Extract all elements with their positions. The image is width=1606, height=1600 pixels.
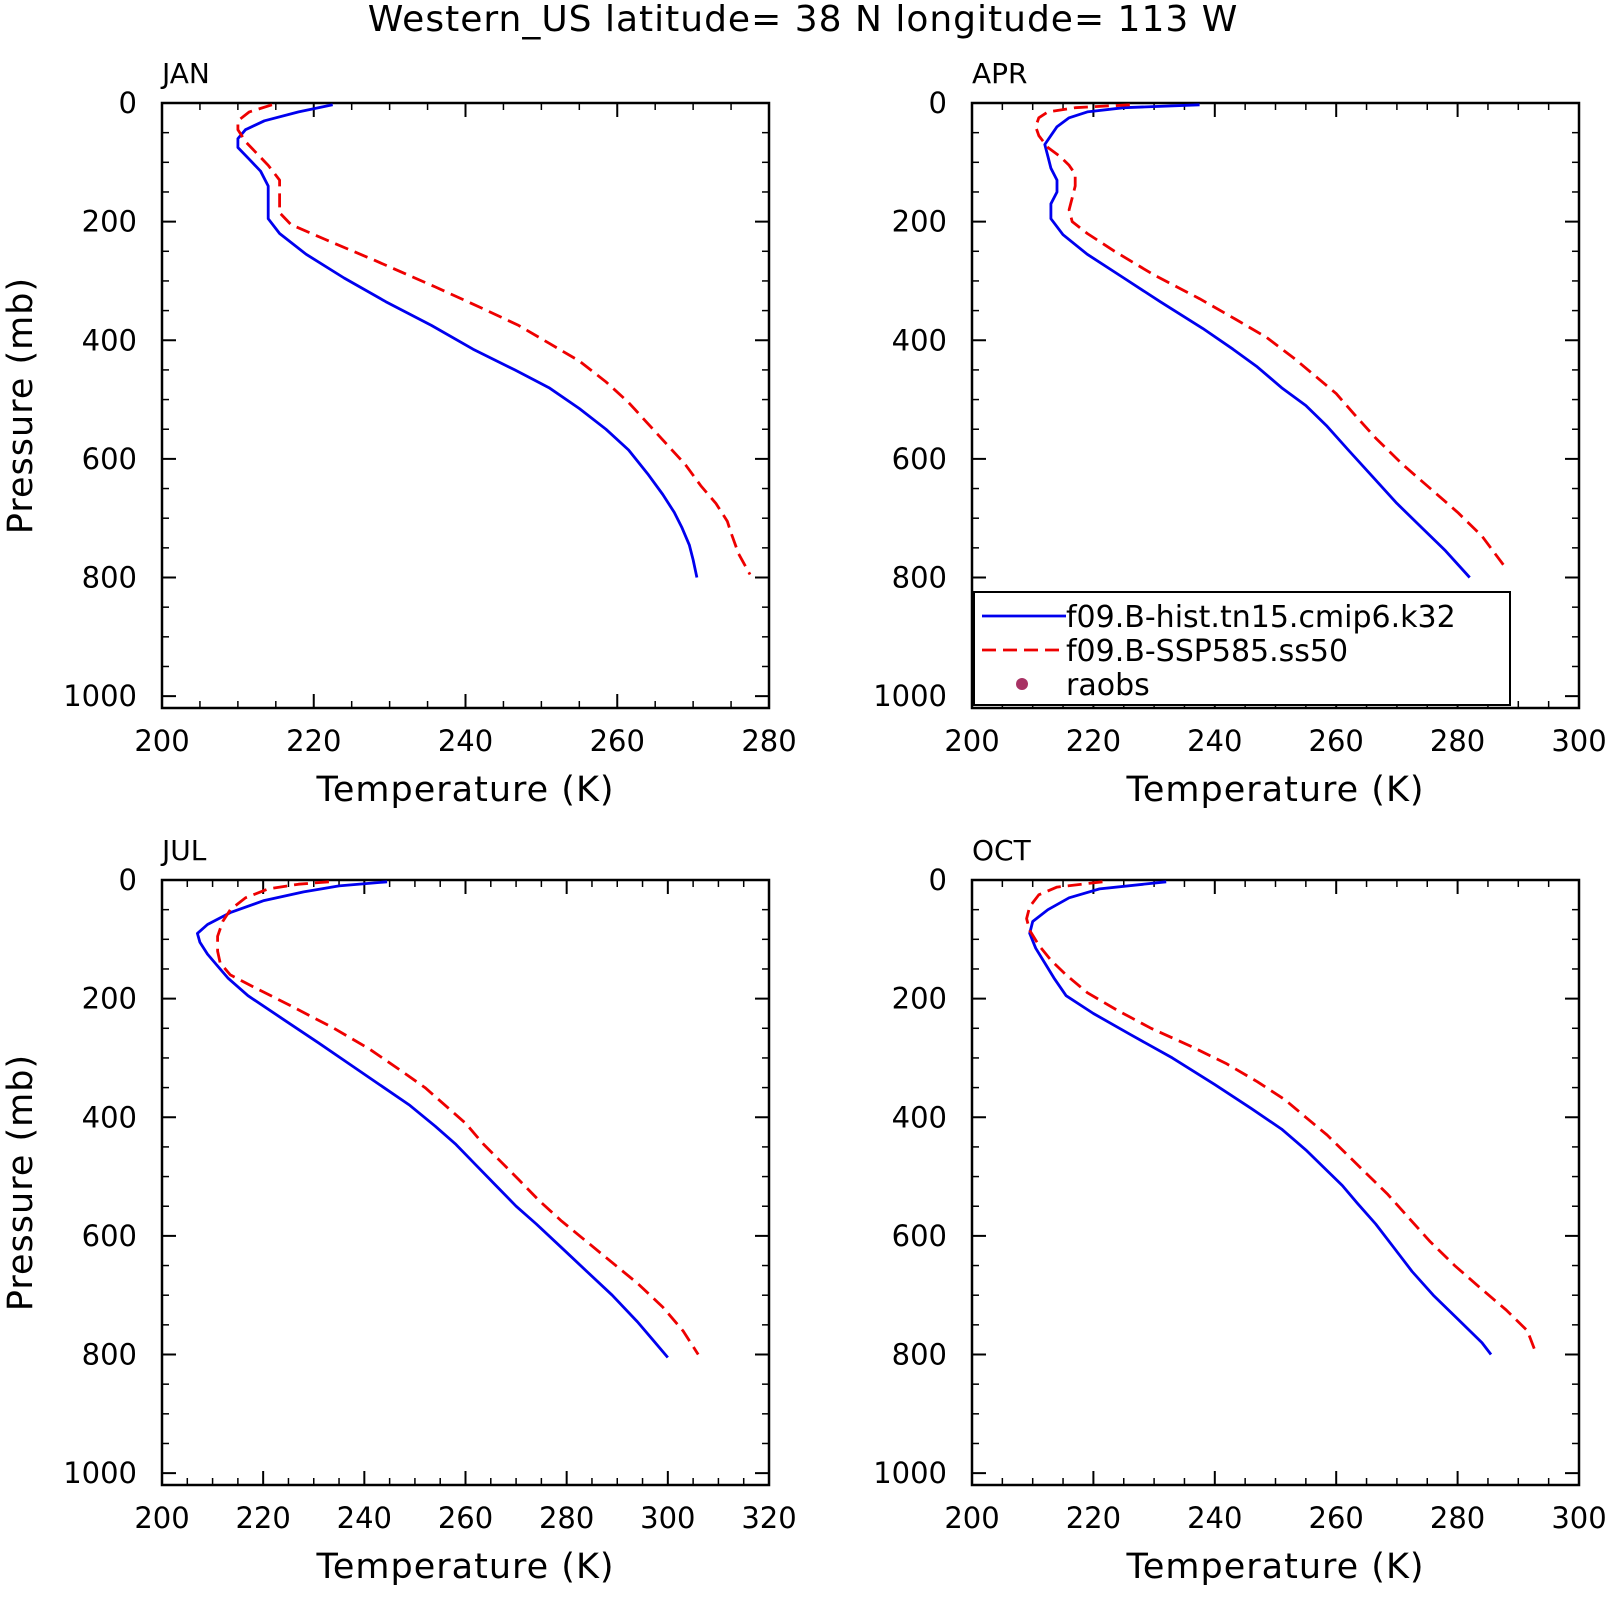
y-axis-label: Pressure (mb) — [1, 277, 41, 534]
x-tick-label: 300 — [1551, 724, 1606, 758]
y-tick-label: 200 — [82, 982, 137, 1016]
y-tick-label: 600 — [82, 442, 137, 476]
x-tick-label: 240 — [1187, 724, 1242, 758]
x-tick-label: 300 — [1551, 1501, 1606, 1535]
y-tick-label: 400 — [892, 1100, 947, 1134]
x-tick-label: 200 — [944, 1501, 999, 1535]
x-tick-label: 280 — [1430, 724, 1485, 758]
series-hist-line — [1028, 880, 1493, 1356]
series-ssp585-line — [1034, 103, 1508, 570]
y-tick-label: 200 — [892, 205, 947, 239]
x-axis-label: Temperature (K) — [315, 1547, 614, 1587]
panel-title: JUL — [160, 834, 207, 867]
legend-label: f09.B-SSP585.ss50 — [1066, 634, 1348, 669]
y-tick-label: 0 — [929, 863, 947, 897]
x-tick-label: 220 — [286, 724, 341, 758]
x-tick-label: 200 — [134, 1501, 189, 1535]
panel-title: APR — [972, 57, 1028, 90]
plot-frame — [160, 878, 771, 1487]
x-axis-label: Temperature (K) — [1125, 1547, 1424, 1587]
x-tick-label: 220 — [1066, 1501, 1121, 1535]
panel-jan: 200 220 240 260 280 0 200 400 600 800 1000 JAN Tempe… — [1, 57, 797, 810]
x-tick-label: 240 — [438, 724, 493, 758]
series-hist-line — [236, 103, 699, 578]
legend: f09.B-hist.tn15.cmip6.k32f09.B-SSP585.ss… — [973, 591, 1511, 706]
y-tick-label: 600 — [82, 1219, 137, 1253]
x-tick-label: 240 — [1187, 1501, 1242, 1535]
figure-title: Western_US latitude= 38 N longitude= 113… — [367, 0, 1239, 40]
x-tick-label: 320 — [741, 1501, 796, 1535]
panel-title: JAN — [160, 57, 210, 90]
x-tick-label: 280 — [741, 724, 796, 758]
y-tick-label: 200 — [892, 982, 947, 1016]
legend-label: raobs — [1066, 668, 1150, 703]
x-tick-label: 260 — [1309, 1501, 1364, 1535]
y-tick-label: 0 — [929, 86, 947, 120]
series-ssp585-line — [236, 103, 752, 576]
y-tick-label: 1000 — [63, 1456, 137, 1490]
x-tick-label: 240 — [337, 1501, 392, 1535]
y-tick-label: 600 — [892, 442, 947, 476]
x-tick-label: 200 — [134, 724, 189, 758]
y-tick-label: 0 — [119, 86, 137, 120]
series-ssp585-line — [216, 880, 700, 1356]
panel-jul: 200 220 240 260 280 300 320 0 200 400 600 800 1000 JU… — [1, 834, 797, 1587]
panel-oct: 200 220 240 260 280 300 0 200 400 600 800 1000 OCT Te… — [873, 834, 1606, 1587]
x-tick-label: 200 — [944, 724, 999, 758]
x-tick-label: 300 — [640, 1501, 695, 1535]
series-hist-line — [195, 880, 669, 1359]
x-tick-label: 220 — [235, 1501, 290, 1535]
y-tick-label: 800 — [82, 561, 137, 595]
legend-label: f09.B-hist.tn15.cmip6.k32 — [1066, 600, 1456, 635]
y-tick-label: 1000 — [873, 679, 947, 713]
panel-apr: 200 220 240 260 280 300 0 200 400 600 800 1000 APR Te… — [873, 57, 1606, 810]
x-tick-label: 220 — [1066, 724, 1121, 758]
x-axis-label: Temperature (K) — [1125, 770, 1424, 810]
legend-marker-raobs — [1016, 678, 1028, 690]
y-tick-label: 400 — [892, 323, 947, 357]
plot-frame — [160, 101, 771, 710]
y-tick-label: 400 — [82, 323, 137, 357]
x-tick-label: 280 — [539, 1501, 594, 1535]
y-axis-label: Pressure (mb) — [1, 1054, 41, 1311]
y-tick-label: 800 — [82, 1338, 137, 1372]
y-tick-label: 800 — [892, 561, 947, 595]
x-axis-label: Temperature (K) — [315, 770, 614, 810]
series-ssp585-line — [1025, 880, 1538, 1356]
x-tick-label: 260 — [590, 724, 645, 758]
series-hist-line — [1043, 103, 1471, 579]
x-tick-label: 260 — [438, 1501, 493, 1535]
y-tick-label: 200 — [82, 205, 137, 239]
x-tick-label: 280 — [1430, 1501, 1485, 1535]
legend-box — [973, 591, 1511, 706]
y-tick-label: 800 — [892, 1338, 947, 1372]
x-tick-label: 260 — [1309, 724, 1364, 758]
y-tick-label: 400 — [82, 1100, 137, 1134]
y-tick-label: 0 — [119, 863, 137, 897]
y-tick-label: 1000 — [873, 1456, 947, 1490]
y-tick-label: 600 — [892, 1219, 947, 1253]
y-tick-label: 1000 — [63, 679, 137, 713]
panel-title: OCT — [972, 834, 1032, 867]
